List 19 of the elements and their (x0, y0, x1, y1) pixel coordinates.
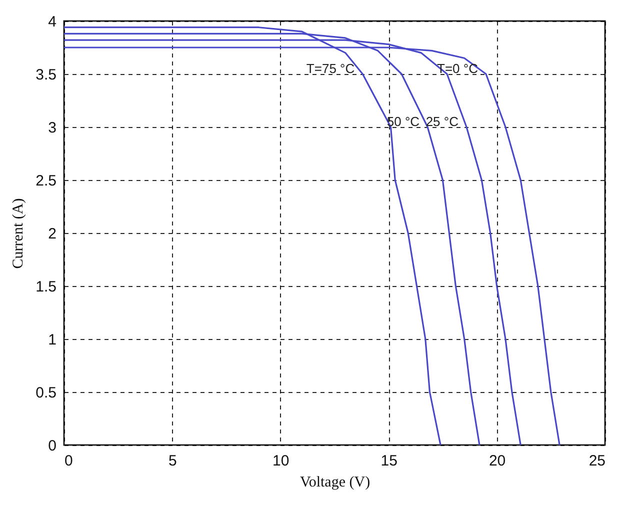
x-tick-label: 25 (588, 452, 606, 470)
y-tick-label: 2.5 (36, 172, 56, 190)
x-tick-label: 10 (272, 452, 290, 470)
y-axis-title: Current (A) (10, 198, 27, 269)
y-tick-label: 0 (48, 438, 56, 454)
x-tick-label: 20 (488, 452, 506, 470)
y-tick-label: 2 (48, 226, 56, 242)
y-tick-label: 0.5 (36, 384, 56, 402)
y-tick-label: 4 (48, 14, 56, 30)
y-tick-label: 3.5 (36, 66, 56, 84)
y-tick-label: 1 (48, 332, 56, 348)
x-tick-label: 5 (168, 452, 177, 470)
x-tick-label: 0 (64, 452, 73, 470)
x-tick-label: 15 (380, 452, 398, 470)
annotation: 25 °C (426, 114, 459, 129)
y-tick-label: 3 (48, 120, 56, 136)
x-axis-title: Voltage (V) (300, 474, 370, 490)
y-tick-label: 1.5 (36, 278, 56, 296)
annotation: T=75 °C (306, 61, 355, 76)
